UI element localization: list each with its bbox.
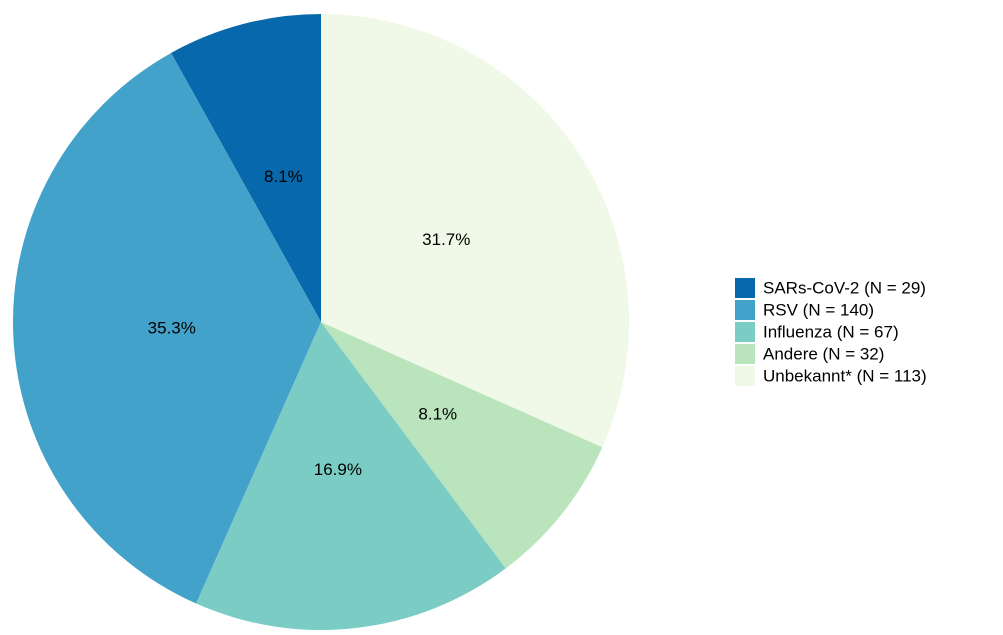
slice-label: 31.7% xyxy=(422,230,470,249)
legend-swatch xyxy=(735,300,755,320)
slice-label: 8.1% xyxy=(264,167,303,186)
pie-slice xyxy=(196,322,506,630)
slice-label: 8.1% xyxy=(418,405,457,424)
legend-label: RSV (N = 140) xyxy=(763,300,874,319)
legend-swatch xyxy=(735,344,755,364)
pie-slice xyxy=(321,14,629,448)
pie-slice xyxy=(321,322,603,569)
pie-slice xyxy=(171,14,321,322)
legend-label: Unbekannt* (N = 113) xyxy=(763,366,927,385)
legend-swatch xyxy=(735,278,755,298)
legend-label: Influenza (N = 67) xyxy=(763,322,899,341)
slice-label: 35.3% xyxy=(148,318,196,337)
legend-label: SARs-CoV-2 (N = 29) xyxy=(763,278,926,297)
legend-swatch xyxy=(735,322,755,342)
legend-label: Andere (N = 32) xyxy=(763,344,884,363)
legend-swatch xyxy=(735,366,755,386)
slice-label: 16.9% xyxy=(314,460,362,479)
pie-slice xyxy=(13,52,322,604)
